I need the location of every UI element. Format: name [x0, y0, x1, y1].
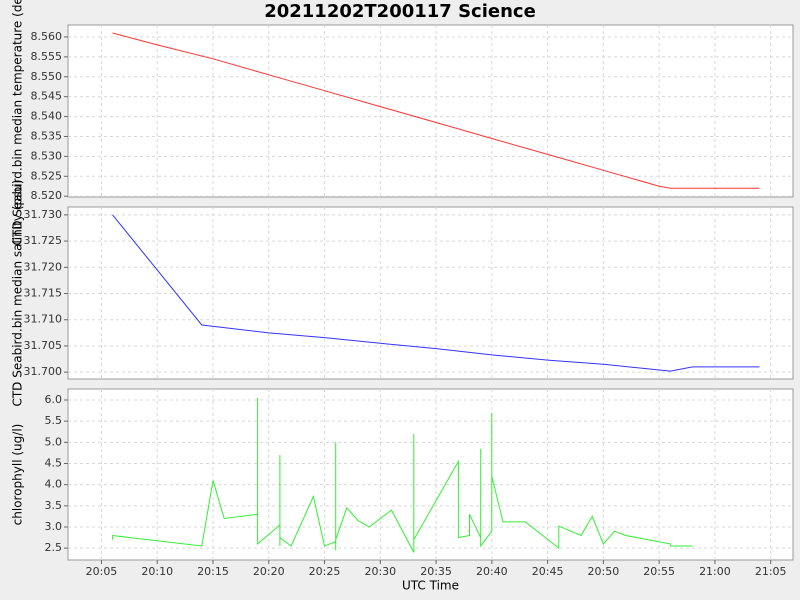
y-tick-label: 6.0 [45, 393, 63, 406]
y-tick-label: 31.715 [24, 287, 63, 300]
y-tick-label: 8.540 [31, 110, 63, 123]
y-tick-label: 3.5 [45, 499, 63, 512]
data-line [112, 214, 760, 372]
y-tick-label: 31.705 [24, 339, 63, 352]
x-tick-label: 20:50 [588, 565, 620, 578]
plot-area [67, 388, 794, 561]
x-tick-label: 20:30 [364, 565, 396, 578]
y-axis-label: chlorophyll (ug/l) [11, 424, 25, 526]
y-tick-label: 31.730 [24, 208, 63, 221]
y-tick-label: 8.545 [31, 90, 63, 103]
y-tick-label: 8.525 [31, 169, 63, 182]
y-tick-label: 31.725 [24, 234, 63, 247]
y-tick-label: 31.700 [24, 365, 63, 378]
y-tick-label: 4.0 [45, 478, 63, 491]
x-tick-label: 21:00 [699, 565, 731, 578]
y-tick-label: 5.0 [45, 435, 63, 448]
x-tick-label: 20:15 [197, 565, 229, 578]
y-tick-label: 3.0 [45, 520, 63, 533]
y-tick-label: 4.5 [45, 456, 63, 469]
y-tick-label: 8.530 [31, 149, 63, 162]
x-tick-label: 20:35 [420, 565, 452, 578]
y-tick-label: 5.5 [45, 414, 63, 427]
y-tick-label: 8.550 [31, 70, 63, 83]
y-tick-label: 8.535 [31, 129, 63, 142]
x-tick-label: 20:10 [141, 565, 173, 578]
x-tick-label: 20:05 [86, 565, 118, 578]
data-line [112, 32, 760, 189]
y-tick-label: 8.520 [31, 189, 63, 202]
x-tick-label: 20:55 [643, 565, 675, 578]
y-tick-label: 2.5 [45, 541, 63, 554]
y-tick-label: 31.710 [24, 313, 63, 326]
x-axis-label: UTC Time [402, 579, 459, 593]
x-tick-label: 20:20 [253, 565, 285, 578]
y-tick-label: 8.560 [31, 30, 63, 43]
y-tick-label: 8.555 [31, 50, 63, 63]
y-axis-label: CTD Seabird.bin median temperature (degC… [11, 0, 25, 246]
x-tick-label: 20:25 [309, 565, 341, 578]
y-axis-label: CTD Seabird.bin median salinity (psu) [11, 179, 25, 406]
data-line [112, 397, 693, 553]
x-tick-label: 20:45 [532, 565, 564, 578]
x-tick-label: 20:40 [476, 565, 508, 578]
chart-title: 20211202T200117 Science [264, 1, 536, 22]
plot-area [67, 206, 794, 380]
plot-area [67, 24, 794, 198]
y-tick-label: 31.720 [24, 260, 63, 273]
x-tick-label: 21:05 [755, 565, 787, 578]
